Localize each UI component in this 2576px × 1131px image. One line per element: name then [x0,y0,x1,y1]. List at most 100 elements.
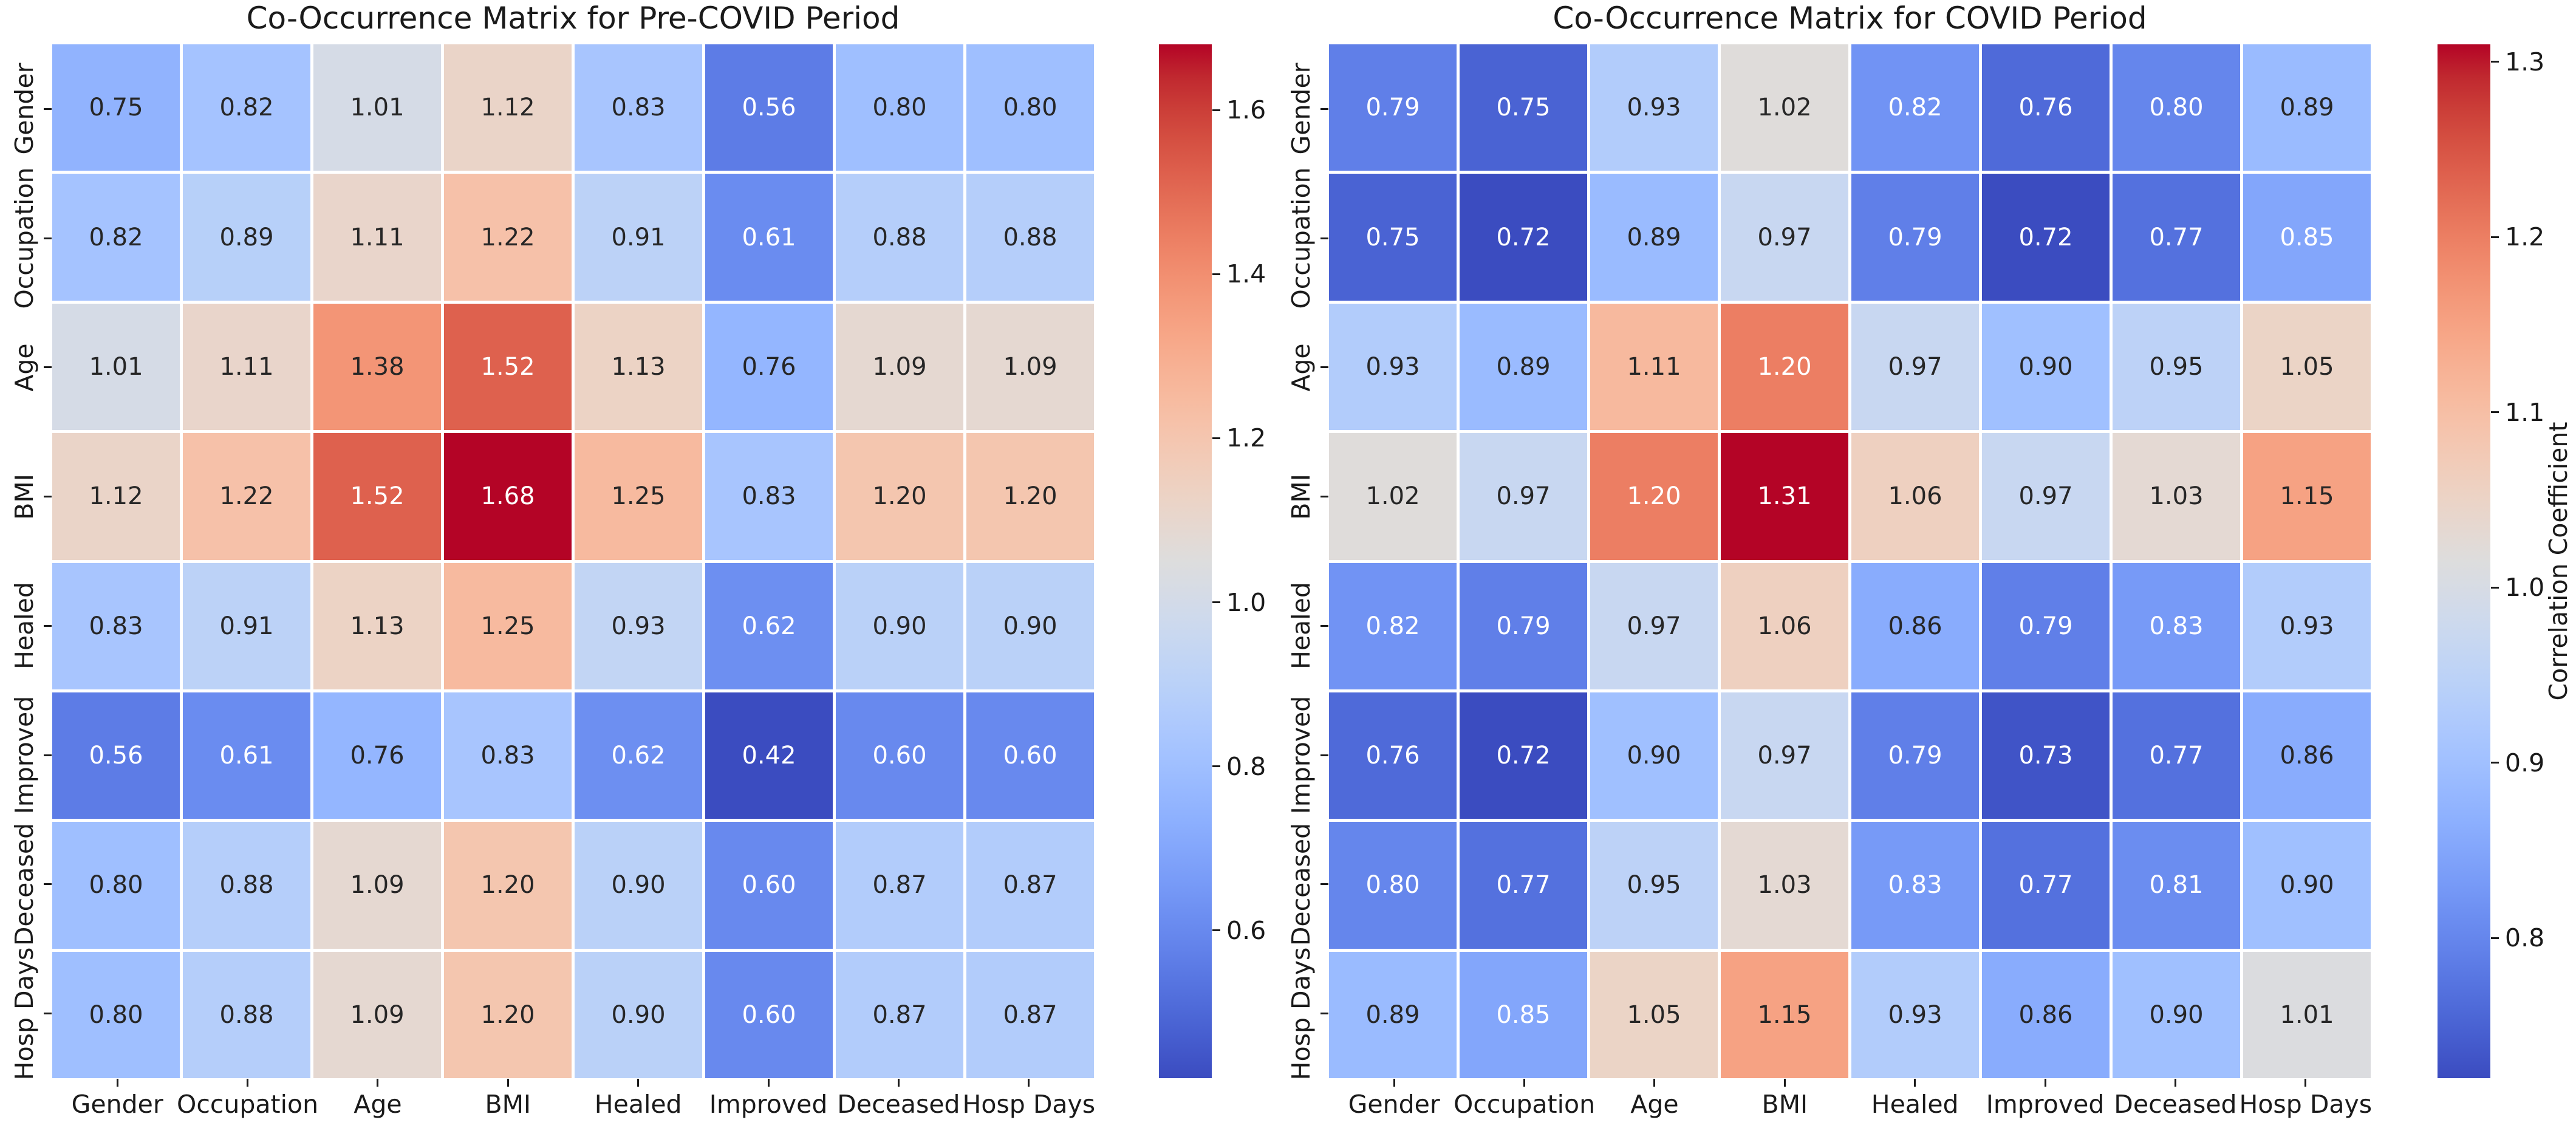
heatmap-cell-Hosp Days-BMI: 1.20 [444,951,572,1078]
colorbar-tick-mark [2491,61,2499,63]
colorbar-covid [2438,44,2490,1078]
heatmap-cell-Hosp Days-Occupation: 0.85 [1460,951,1587,1078]
heatmap-cell-Occupation-Deceased: 0.88 [836,174,963,301]
colorbar-tick-label-1.2: 1.2 [2505,222,2545,252]
heatmap-cell-Hosp Days-Healed: 0.90 [575,951,702,1078]
colorbar-tick-mark [2491,762,2499,764]
heatmap-cell-Age-Age: 1.38 [313,303,441,431]
heatmap-cell-Occupation-Gender: 0.82 [52,174,180,301]
y-tick-label-Hosp Days: Hosp Days [10,947,39,1080]
x-tick-mark [1783,1079,1786,1087]
heatmap-cell-Gender-Hosp Days: 0.80 [966,44,1094,171]
heatmap-cell-Age-Healed: 1.13 [575,303,702,431]
x-tick-mark [1028,1079,1030,1087]
heatmap-cell-Improved-Deceased: 0.60 [836,692,963,819]
x-tick-label-Healed: Healed [594,1090,682,1119]
colorbar-tick-mark [2491,586,2499,589]
x-tick-mark [2174,1079,2176,1087]
heatmap-cell-Hosp Days-Age: 1.05 [1590,951,1718,1078]
heatmap-cell-Gender-Age: 1.01 [313,44,441,171]
heatmap-cell-BMI-Occupation: 1.22 [183,433,310,560]
x-tick-mark [637,1079,640,1087]
heatmap-cell-BMI-Healed: 1.06 [1851,433,1979,560]
heatmap-cell-Occupation-Healed: 0.91 [575,174,702,301]
y-tick-mark [44,754,52,756]
heatmap-cell-Age-Healed: 0.97 [1851,303,1979,431]
heatmap-cell-Improved-Healed: 0.79 [1851,692,1979,819]
heatmap-cell-Gender-Healed: 0.83 [575,44,702,171]
y-tick-mark [44,108,52,110]
x-tick-mark [2304,1079,2307,1087]
heatmap-cell-Gender-Gender: 0.75 [52,44,180,171]
heatmap-cell-BMI-Age: 1.52 [313,433,441,560]
heatmap-cell-Gender-Deceased: 0.80 [2113,44,2240,171]
heatmap-cell-Occupation-Improved: 0.61 [705,174,833,301]
heatmap-cell-Gender-Healed: 0.82 [1851,44,1979,171]
y-tick-mark [44,496,52,498]
heatmap-cell-Age-BMI: 1.52 [444,303,572,431]
heatmap-cell-Gender-Occupation: 0.75 [1460,44,1587,171]
heatmap-cell-Healed-BMI: 1.25 [444,562,572,689]
heatmap-cell-Improved-Occupation: 0.61 [183,692,310,819]
colorbar-tick-label-1.0: 1.0 [2505,573,2545,603]
heatmap-cell-Gender-Age: 0.93 [1590,44,1718,171]
heatmap-cell-Gender-BMI: 1.12 [444,44,572,171]
colorbar-tick-label-1.6: 1.6 [1226,95,1266,125]
heatmap-cell-Hosp Days-Deceased: 0.90 [2113,951,2240,1078]
x-tick-label-Improved: Improved [709,1090,828,1119]
heatmap-cell-BMI-Occupation: 0.97 [1460,433,1587,560]
y-tick-mark [1320,883,1328,886]
chart-title-pre-covid: Co-Occurrence Matrix for Pre-COVID Perio… [246,1,900,36]
colorbar-tick-mark [2491,236,2499,238]
y-tick-mark [1320,366,1328,369]
heatmap-cell-Improved-BMI: 0.83 [444,692,572,819]
heatmap-cell-Deceased-Age: 1.09 [313,822,441,949]
colorbar-tick-mark [1212,109,1220,111]
x-tick-label-Deceased: Deceased [2114,1090,2237,1119]
heatmap-cell-Occupation-Occupation: 0.72 [1460,174,1587,301]
heatmap-cell-Improved-BMI: 0.97 [1721,692,1848,819]
heatmap-cell-Occupation-Improved: 0.72 [1982,174,2110,301]
heatmap-cell-Healed-Deceased: 0.90 [836,562,963,689]
heatmap-cell-Healed-Gender: 0.82 [1329,562,1457,689]
heatmap-cell-Improved-Gender: 0.56 [52,692,180,819]
heatmap-cell-Deceased-BMI: 1.20 [444,822,572,949]
x-tick-label-Gender: Gender [1348,1090,1440,1119]
heatmap-cell-Age-Improved: 0.90 [1982,303,2110,431]
x-tick-mark [116,1079,118,1087]
x-tick-label-Occupation: Occupation [177,1090,319,1119]
heatmap-cell-Occupation-BMI: 1.22 [444,174,572,301]
heatmap-cell-Deceased-Healed: 0.90 [575,822,702,949]
y-tick-mark [1320,496,1328,498]
y-tick-mark [44,366,52,369]
x-tick-label-Hosp Days: Hosp Days [962,1090,1096,1119]
heatmap-cell-Hosp Days-Gender: 0.89 [1329,951,1457,1078]
colorbar-tick-label-0.8: 0.8 [1226,751,1266,781]
x-tick-label-BMI: BMI [485,1090,531,1119]
y-tick-mark [44,624,52,627]
heatmap-cell-Hosp Days-Hosp Days: 0.87 [966,951,1094,1078]
heatmap-cell-BMI-BMI: 1.68 [444,433,572,560]
heatmap-cell-Improved-Age: 0.90 [1590,692,1718,819]
heatmap-cell-Age-Improved: 0.76 [705,303,833,431]
y-tick-mark [1320,237,1328,239]
y-tick-mark [44,237,52,239]
y-tick-mark [1320,108,1328,110]
colorbar-tick-label-1.0: 1.0 [1226,587,1266,617]
heatmap-cell-Deceased-Improved: 0.77 [1982,822,2110,949]
colorbar-tick-mark [1212,601,1220,604]
x-tick-mark [1653,1079,1656,1087]
heatmap-cell-BMI-Improved: 0.97 [1982,433,2110,560]
colorbar-tick-label-1.4: 1.4 [1226,259,1266,289]
heatmap-cell-Hosp Days-BMI: 1.15 [1721,951,1848,1078]
heatmap-cell-Occupation-Hosp Days: 0.85 [2243,174,2371,301]
heatmap-cell-BMI-Age: 1.20 [1590,433,1718,560]
x-tick-mark [377,1079,379,1087]
heatmap-cell-Gender-Improved: 0.76 [1982,44,2110,171]
heatmap-cell-Healed-Gender: 0.83 [52,562,180,689]
heatmap-cell-Gender-Hosp Days: 0.89 [2243,44,2371,171]
colorbar-tick-label-1.1: 1.1 [2505,397,2545,427]
heatmap-cell-Occupation-Gender: 0.75 [1329,174,1457,301]
x-tick-label-Age: Age [354,1090,402,1119]
heatmap-cell-Deceased-Deceased: 0.81 [2113,822,2240,949]
